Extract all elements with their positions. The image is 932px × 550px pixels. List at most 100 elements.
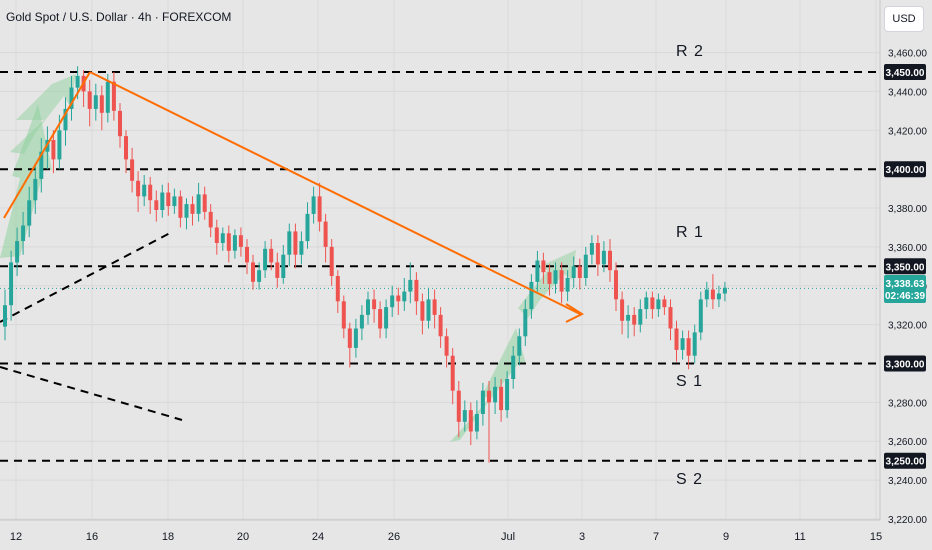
candle-body-45 [275, 262, 280, 278]
candle-body-17 [105, 81, 110, 113]
candle-body-73 [444, 336, 449, 356]
candle-body-15 [93, 95, 98, 109]
candle-body-41 [251, 262, 255, 282]
horizontal-levels [0, 71, 880, 462]
candle-body-30 [184, 204, 189, 218]
time-tick-label: 11 [794, 531, 805, 543]
time-tick-label: 20 [237, 531, 249, 543]
time-tick-label: 12 [10, 531, 22, 543]
candle-body-8 [51, 140, 56, 160]
candle-body-31 [190, 204, 195, 214]
candle-body-20 [124, 136, 128, 160]
candle-body-109 [662, 299, 667, 308]
level-labels: R 2 R 1 S 1 S 2 [676, 43, 704, 488]
level-badge-box [884, 452, 926, 469]
candle-body-108 [656, 299, 661, 310]
level-badge-box [884, 161, 926, 178]
candle-body-100 [608, 250, 612, 271]
candle-body-6 [39, 151, 44, 179]
level-badge-label: 3,450.00 [886, 68, 925, 79]
candle-body-75 [456, 390, 461, 422]
trend-arrowhead [565, 303, 585, 323]
price-tick-label: 3,440.00 [888, 87, 927, 98]
price-tick-label: 3,320.00 [888, 321, 927, 332]
candle-body-95 [577, 266, 582, 278]
time-axis[interactable]: 12 16 18 20 24 26 Jul 3 7 9 11 15 [10, 531, 882, 543]
bar-countdown: 02:46:39 [885, 291, 925, 302]
candle-body-27 [166, 192, 171, 207]
candle-body-21 [130, 159, 135, 181]
candle-body-49 [299, 241, 304, 255]
candle-body-50 [305, 213, 310, 242]
candle-body-118 [716, 293, 721, 300]
candle-body-44 [269, 248, 274, 263]
trend-line [3, 71, 585, 323]
candle-body-76 [462, 410, 467, 422]
candle-body-99 [601, 250, 606, 265]
candle-body-96 [583, 254, 588, 278]
candle-body-12 [75, 75, 80, 88]
candle-body-1 [9, 262, 14, 306]
candle-body-53 [323, 221, 328, 247]
channel-lines [0, 231, 183, 421]
price-tick-label: 3,280.00 [888, 398, 927, 409]
candle-body-43 [263, 248, 268, 271]
time-tick-label: Jul [501, 531, 515, 543]
candle-body-98 [595, 243, 600, 265]
candle-body-23 [142, 184, 147, 197]
downtrend-line [89, 71, 581, 315]
candle-body-65 [396, 295, 401, 302]
level-badge-label: 3,350.00 [886, 262, 925, 273]
candle-body-113 [686, 338, 691, 356]
candle-body-69 [420, 301, 425, 321]
candle-body-51 [311, 196, 316, 214]
current-price-badge: 3,338.63 02:46:39 [884, 275, 926, 303]
candle-body-25 [154, 200, 159, 210]
candle-body-42 [257, 270, 262, 282]
r1-label: R 1 [676, 224, 704, 241]
candle-body-92 [559, 270, 564, 292]
candle-body-57 [347, 328, 352, 348]
level-badge-label: 3,300.00 [886, 360, 925, 371]
channel-line-upper [0, 231, 173, 323]
candle-body-28 [172, 196, 177, 207]
candle-body-106 [644, 297, 649, 310]
candle-body-47 [287, 231, 292, 255]
uptrend-arrow-3 [450, 328, 526, 442]
candle-body-93 [565, 278, 570, 292]
candle-body-39 [238, 235, 243, 247]
time-tick-label: 3 [579, 531, 585, 543]
candle-body-87 [529, 281, 534, 310]
candle-body-52 [317, 196, 322, 222]
candle-body-62 [378, 309, 383, 329]
price-badges: 3,450.00 3,400.00 3,350.00 3,300.00 3,250.00 [884, 64, 926, 469]
grid [0, 0, 880, 520]
candle-body-0 [3, 305, 7, 327]
currency-button[interactable]: USD [884, 6, 924, 32]
candle-body-40 [245, 246, 249, 263]
price-tick-label: 3,420.00 [888, 126, 927, 137]
candle-body-26 [160, 192, 165, 210]
candle-body-46 [281, 254, 286, 278]
candle-body-77 [468, 410, 473, 432]
level-badge-box [884, 64, 926, 80]
candle-body-66 [402, 291, 407, 302]
candle-body-68 [414, 279, 419, 302]
candle-body-38 [232, 235, 237, 251]
candle-body-11 [69, 87, 74, 109]
candle-body-14 [87, 91, 92, 109]
candle-body-72 [438, 314, 443, 337]
candle-body-101 [614, 270, 618, 300]
candle-body-84 [511, 355, 516, 379]
candle-body-5 [33, 178, 38, 201]
candle-body-56 [341, 301, 346, 329]
time-tick-label: 9 [723, 531, 729, 543]
candle-body-19 [118, 110, 122, 137]
uptrend-line [3, 71, 91, 219]
candle-body-104 [632, 314, 637, 325]
candle-body-103 [626, 314, 631, 321]
time-tick-label: 24 [312, 531, 324, 543]
time-tick-label: 16 [86, 531, 98, 543]
